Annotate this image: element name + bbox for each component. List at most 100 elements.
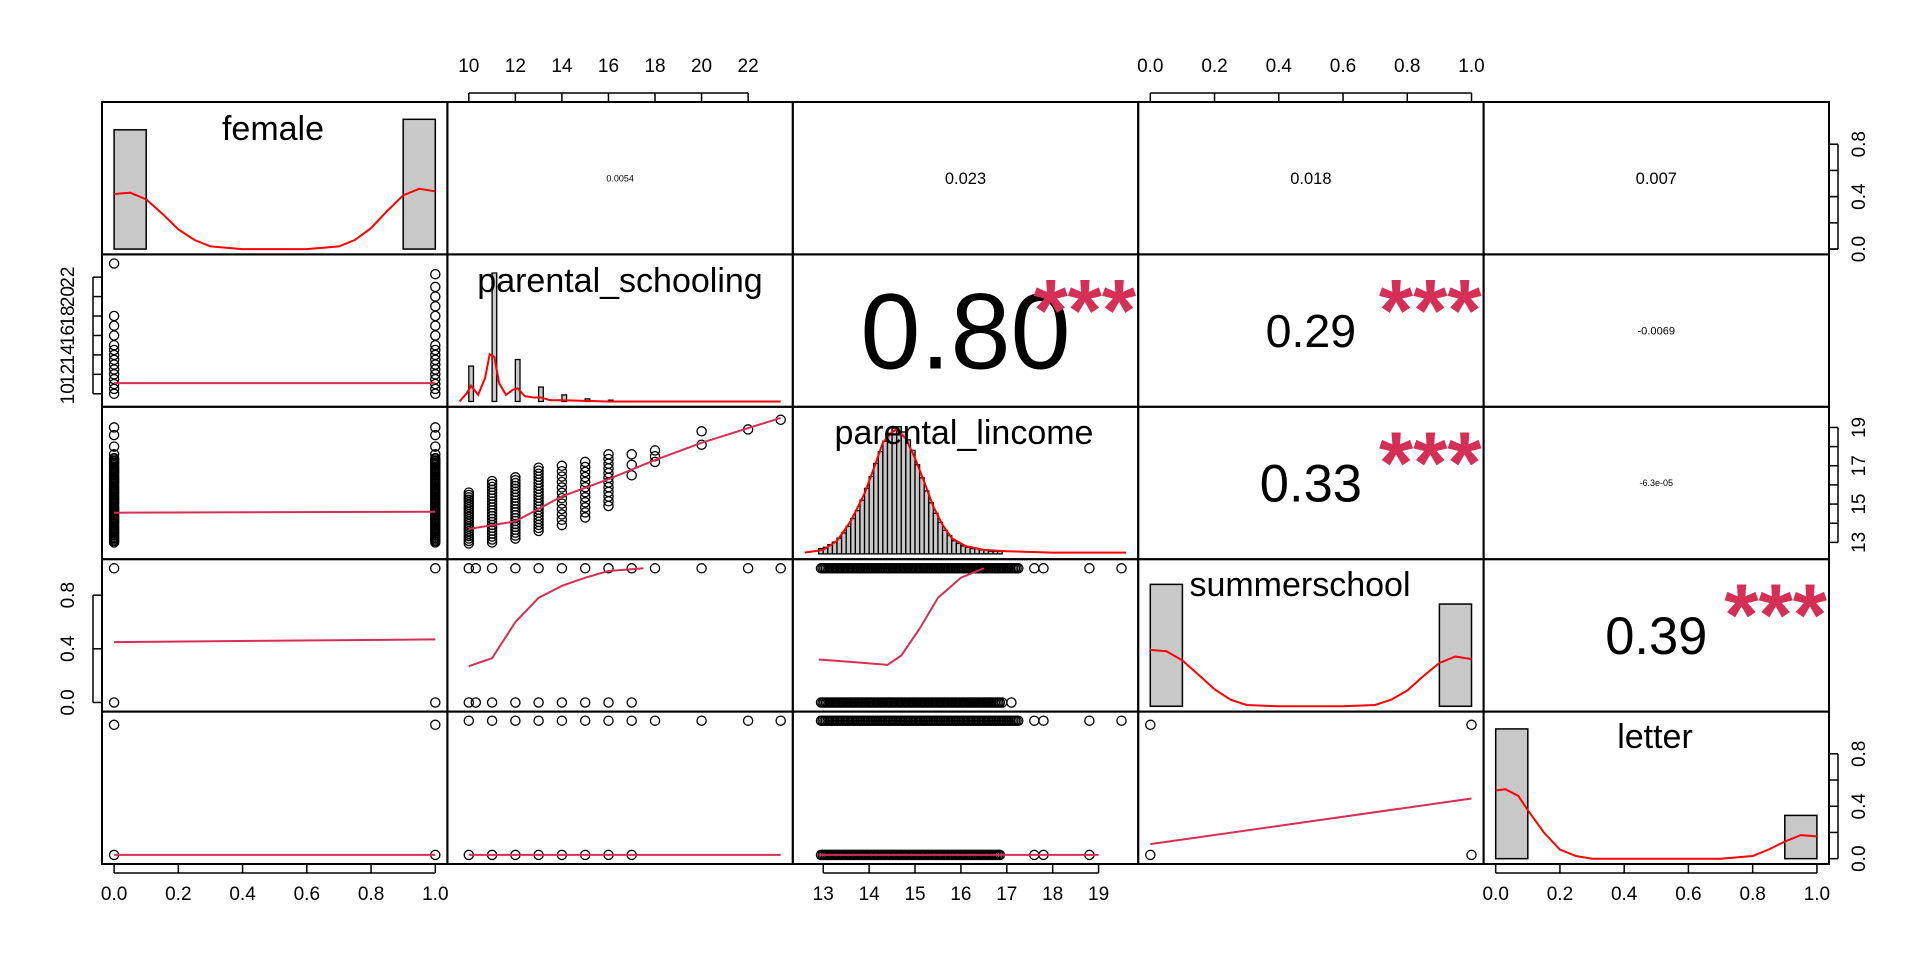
axis-tick-label: 18	[58, 305, 79, 326]
scatter-point	[603, 715, 614, 726]
histogram-bar	[537, 386, 544, 403]
scatter-point	[463, 563, 475, 574]
histogram-bar	[514, 358, 521, 403]
scatter-point	[603, 449, 614, 460]
scatter-point	[579, 476, 591, 488]
axis-tick-label: 12	[58, 364, 79, 385]
histogram-bar	[955, 542, 962, 555]
panel-frame	[791, 558, 1140, 713]
histogram-bar	[113, 129, 147, 250]
scatter-point	[486, 715, 498, 726]
scatter-point	[108, 697, 120, 708]
scatter-point	[579, 697, 591, 708]
scatter-point	[430, 441, 441, 452]
scatter-point	[470, 563, 482, 574]
scatter-point	[579, 471, 591, 483]
histogram-bar	[859, 499, 866, 555]
scatter-point	[579, 456, 591, 468]
axis-tick-label: 14	[58, 344, 79, 366]
scatter-point	[603, 453, 614, 465]
axis-tick-label: 0.0	[1137, 56, 1163, 77]
scatter-point	[556, 476, 568, 488]
scatter-point	[1006, 697, 1017, 708]
density-curve	[804, 428, 1127, 554]
significance-stars: ***	[1379, 413, 1482, 512]
axis-tick-label: 19	[1088, 884, 1109, 905]
scatter-point	[108, 330, 120, 341]
loess-fit-line	[114, 510, 436, 514]
scatter-point	[1013, 715, 1024, 726]
loess-fit-line	[468, 416, 782, 530]
axis-tick-label: 0.8	[358, 884, 384, 905]
scatter-point	[556, 563, 568, 574]
scatter-point	[1013, 563, 1024, 574]
panel-frame	[101, 558, 449, 713]
histogram-bar	[914, 464, 921, 555]
histogram-bar	[491, 272, 498, 403]
scatter-point	[556, 715, 568, 726]
correlation-value: -6.3e-05	[1640, 478, 1674, 488]
scatter-point	[430, 719, 441, 731]
scatter-point	[696, 563, 707, 574]
scatter-point	[1466, 719, 1477, 731]
scatter-point	[430, 291, 441, 302]
scatter-point	[579, 507, 591, 518]
scatter-point	[430, 281, 441, 293]
axis-tick-label: 0.8	[1849, 741, 1870, 767]
scatter-point	[470, 697, 482, 708]
axis-tick-label: 1.0	[1804, 884, 1830, 905]
correlation-value: 0.39	[1605, 607, 1707, 666]
scatter-point	[486, 481, 498, 493]
scatter-point	[626, 449, 637, 460]
scatter-point	[1038, 715, 1049, 726]
axis-tick-label: 1.0	[1458, 56, 1484, 77]
histogram-bar	[877, 450, 884, 555]
histogram-bar	[873, 462, 879, 555]
significance-stars: ***	[1379, 260, 1482, 359]
axis-tick-label: 18	[1042, 884, 1063, 905]
scatter-point	[556, 514, 568, 526]
scatter-point	[463, 487, 475, 498]
scatter-point	[1084, 715, 1095, 726]
axis-tick-label: 0.0	[1849, 236, 1870, 262]
axis-tick-label: 16	[58, 325, 79, 346]
scatter-point	[579, 461, 591, 473]
axis-tick-label: 20	[58, 286, 79, 307]
scatter-point	[742, 563, 754, 574]
scatter-point	[108, 310, 120, 322]
axis-tick-label: 0.0	[58, 689, 79, 715]
scatter-point	[579, 563, 591, 574]
scatter-point	[430, 320, 441, 331]
scatter-point	[430, 429, 441, 441]
axis-tick-label: 20	[691, 56, 712, 77]
diag-label-letter: letter	[1617, 718, 1693, 756]
axis-tick-label: 17	[996, 884, 1017, 905]
histogram-bar	[845, 525, 852, 555]
scatter-point	[486, 475, 498, 487]
correlation-value: 0.018	[1290, 170, 1331, 188]
panel-frame	[1137, 710, 1485, 865]
scatter-point	[463, 697, 475, 708]
density-curve	[1495, 788, 1817, 860]
scatter-point	[1116, 563, 1127, 574]
panel-frame	[101, 710, 449, 865]
axis-tick-label: 16	[950, 884, 971, 905]
scatter-point	[533, 465, 544, 476]
axis-tick-label: 0.8	[1739, 884, 1765, 905]
histogram-bar	[909, 449, 916, 555]
histogram-bar	[1149, 583, 1184, 708]
histogram-bar	[402, 118, 437, 250]
axis-tick-label: 0.6	[294, 884, 320, 905]
axis-tick-label: 15	[1849, 494, 1870, 515]
correlation-value: -0.0069	[1637, 325, 1675, 337]
scatter-point	[556, 471, 568, 482]
axis-tick-label: 14	[551, 56, 573, 77]
axis-tick-label: 10	[458, 56, 479, 77]
scatter-point	[430, 449, 441, 460]
histogram-bar	[918, 477, 925, 555]
axis-tick-label: 12	[505, 56, 526, 77]
scatter-point	[533, 468, 544, 479]
histogram-bar	[932, 512, 939, 555]
axis-tick-label: 0.4	[1266, 56, 1293, 77]
